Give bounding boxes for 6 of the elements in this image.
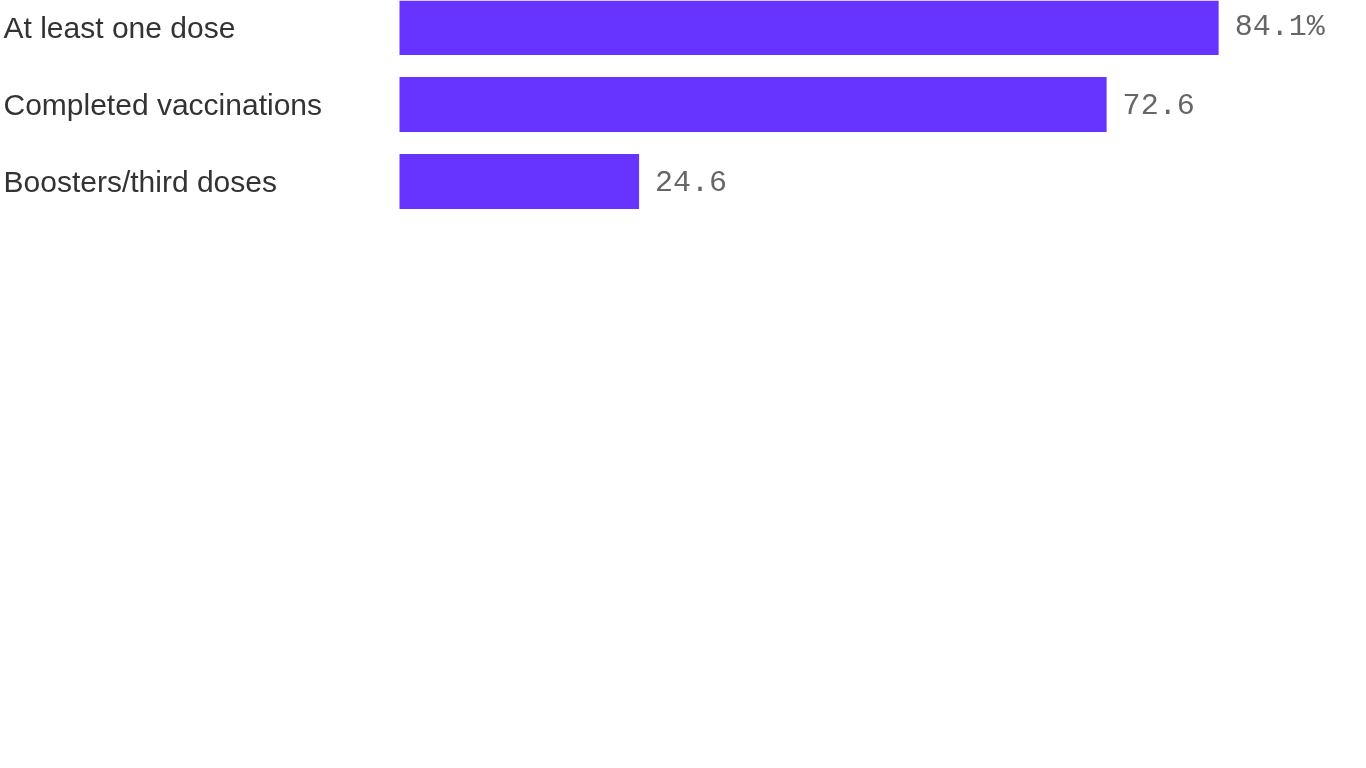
data-label: 84.1% bbox=[1234, 10, 1326, 45]
data-label: 24.6 bbox=[655, 166, 728, 201]
y-tick-label: Completed vaccinations bbox=[3, 87, 323, 121]
data-label: 72.6 bbox=[1122, 89, 1195, 124]
y-tick-label: At least one dose bbox=[3, 10, 236, 44]
y-tick-label: Boosters/third doses bbox=[3, 164, 277, 198]
